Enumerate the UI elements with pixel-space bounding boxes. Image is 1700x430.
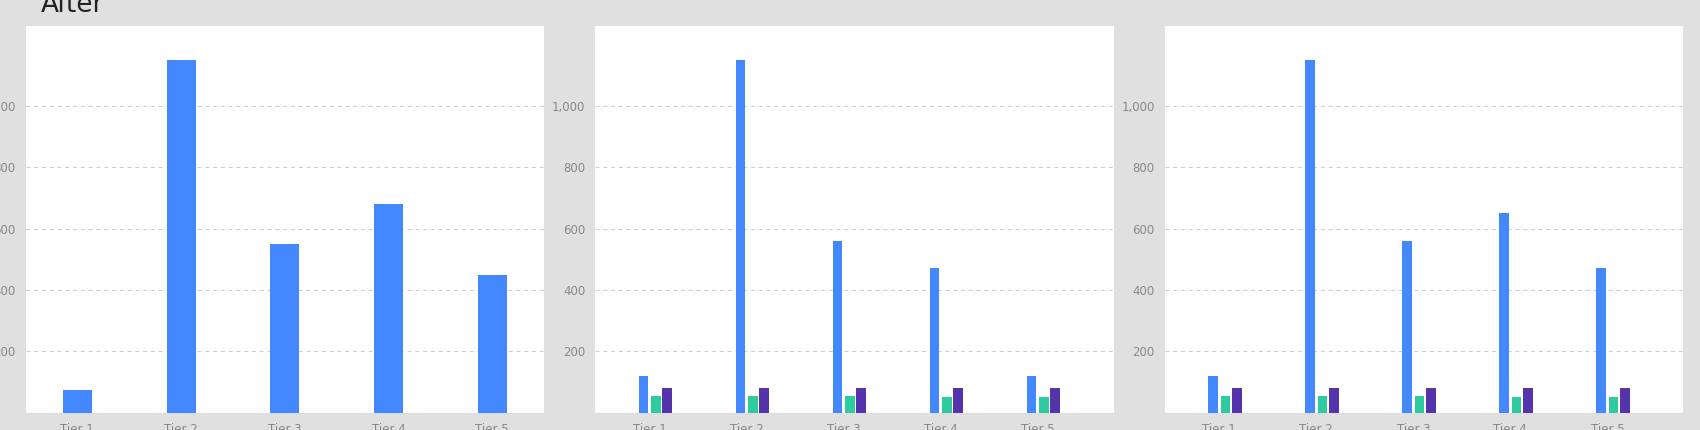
Bar xyxy=(954,388,964,413)
Bar xyxy=(1608,397,1618,413)
Bar xyxy=(1329,388,1338,413)
Bar xyxy=(1306,60,1314,413)
Bar xyxy=(748,396,758,413)
Bar xyxy=(930,268,940,413)
Bar xyxy=(1523,388,1533,413)
Bar xyxy=(167,60,196,413)
Bar xyxy=(857,388,865,413)
Bar xyxy=(1620,388,1630,413)
Bar xyxy=(942,397,952,413)
Bar xyxy=(1051,388,1061,413)
Bar xyxy=(845,396,855,413)
Bar xyxy=(1318,396,1328,413)
Bar xyxy=(270,244,299,413)
Bar xyxy=(651,396,661,413)
Bar xyxy=(1221,396,1231,413)
Bar xyxy=(478,275,507,413)
Bar xyxy=(1027,376,1037,413)
Bar xyxy=(1402,241,1413,413)
Bar xyxy=(663,388,672,413)
Bar xyxy=(1039,397,1049,413)
Bar xyxy=(1426,388,1435,413)
Bar xyxy=(1511,397,1522,413)
Text: After: After xyxy=(41,0,104,18)
Bar xyxy=(374,204,403,413)
Bar xyxy=(1232,388,1241,413)
Bar xyxy=(736,60,745,413)
Bar xyxy=(1499,213,1510,413)
Bar xyxy=(1414,396,1425,413)
Bar xyxy=(1596,268,1606,413)
Bar xyxy=(760,388,768,413)
Bar xyxy=(639,376,648,413)
Bar xyxy=(833,241,843,413)
Bar xyxy=(1209,376,1217,413)
Bar xyxy=(63,390,92,413)
